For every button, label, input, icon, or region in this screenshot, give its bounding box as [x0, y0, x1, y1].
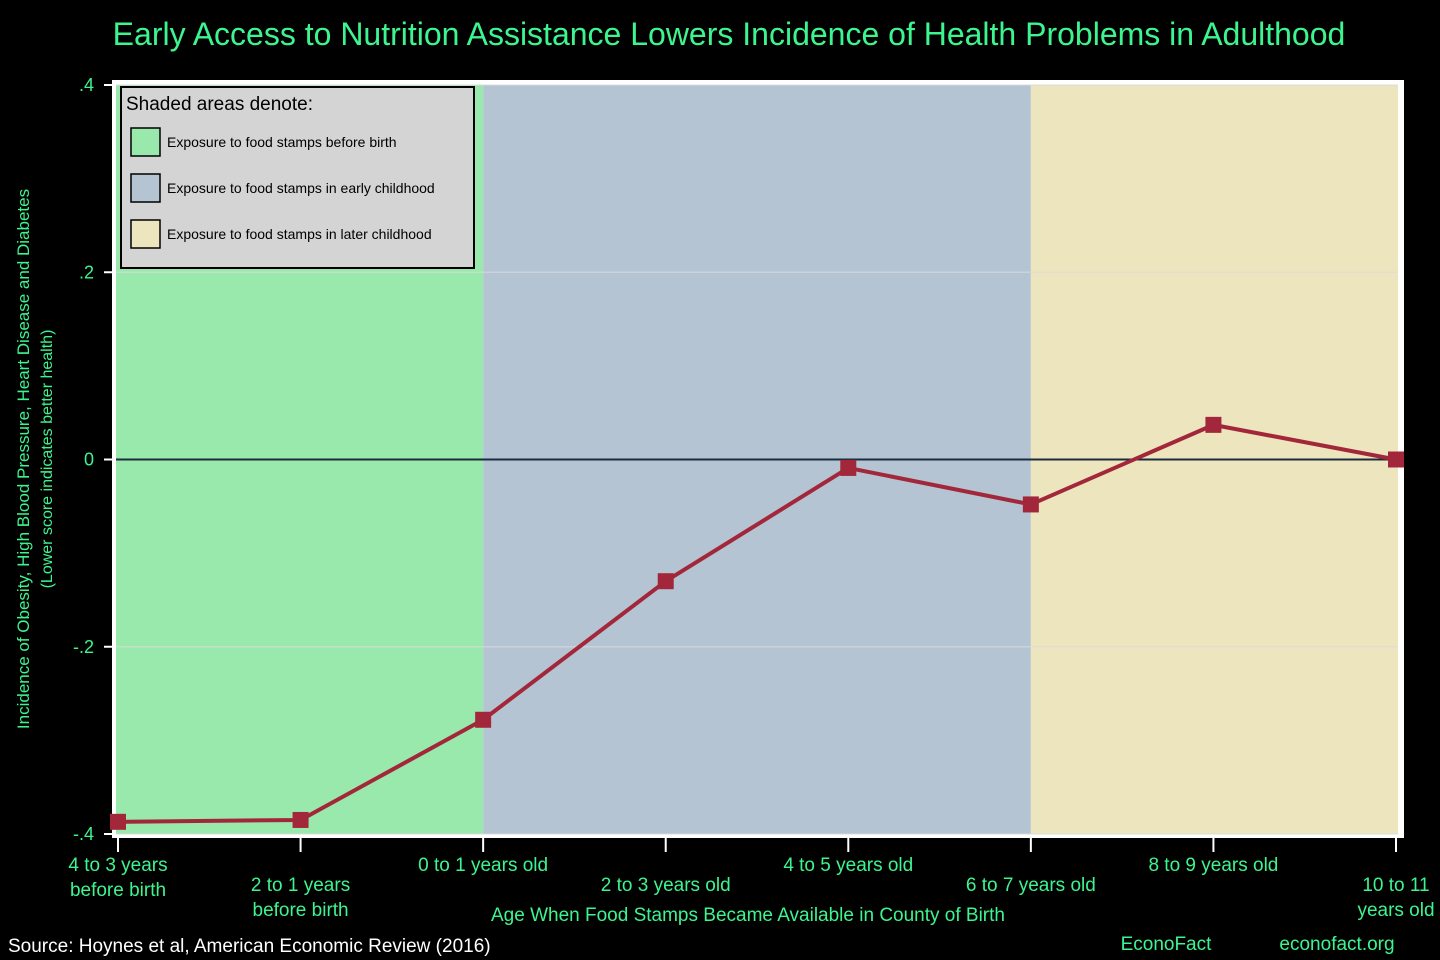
source-note: Source: Hoynes et al, American Economic …	[8, 936, 491, 957]
y-axis-label-note: (Lower score indicates better health)	[39, 330, 56, 589]
legend-swatch	[130, 127, 161, 157]
legend-swatch	[130, 219, 161, 249]
legend-label: Exposure to food stamps in early childho…	[167, 180, 435, 196]
x-tick-label: 4 to 3 years before birth	[68, 855, 167, 901]
brand-name: EconoFact	[1121, 934, 1213, 955]
data-point	[292, 811, 309, 828]
legend-box	[120, 86, 475, 269]
x-tick-label: 10 to 11 years old	[1357, 875, 1434, 921]
x-tick-label: 6 to 7 years old	[966, 875, 1096, 896]
data-point	[1205, 416, 1222, 433]
x-axis-label: Age When Food Stamps Became Available in…	[491, 905, 1005, 926]
data-point	[110, 813, 126, 830]
x-tick-label: 8 to 9 years old	[1148, 855, 1278, 876]
y-tick-label: -.4	[73, 824, 94, 844]
legend-label: Exposure to food stamps before birth	[167, 134, 397, 150]
brand-url: econofact.org	[1279, 934, 1394, 955]
data-point	[657, 573, 674, 590]
y-tick-label: .2	[79, 262, 94, 282]
x-tick-label: 4 to 5 years old	[783, 855, 913, 876]
x-tick-label: 2 to 3 years old	[601, 875, 731, 896]
legend-label: Exposure to food stamps in later childho…	[167, 226, 432, 242]
x-tick-label: 0 to 1 years old	[418, 855, 548, 876]
y-axis-label: Incidence of Obesity, High Blood Pressur…	[14, 189, 33, 729]
y-tick-label: .4	[79, 75, 94, 95]
legend-swatch	[130, 173, 161, 203]
chart-title: Early Access to Nutrition Assistance Low…	[113, 16, 1346, 52]
x-tick-label: 2 to 1 years before birth	[251, 875, 350, 921]
data-point	[840, 459, 857, 476]
data-point	[1388, 451, 1404, 468]
y-tick-label: 0	[84, 450, 94, 470]
series-line	[117, 422, 1397, 824]
data-point	[1022, 496, 1039, 513]
y-tick-label: -.2	[73, 637, 94, 657]
data-point	[475, 711, 492, 728]
legend-title: Shaded areas denote:	[126, 94, 313, 115]
